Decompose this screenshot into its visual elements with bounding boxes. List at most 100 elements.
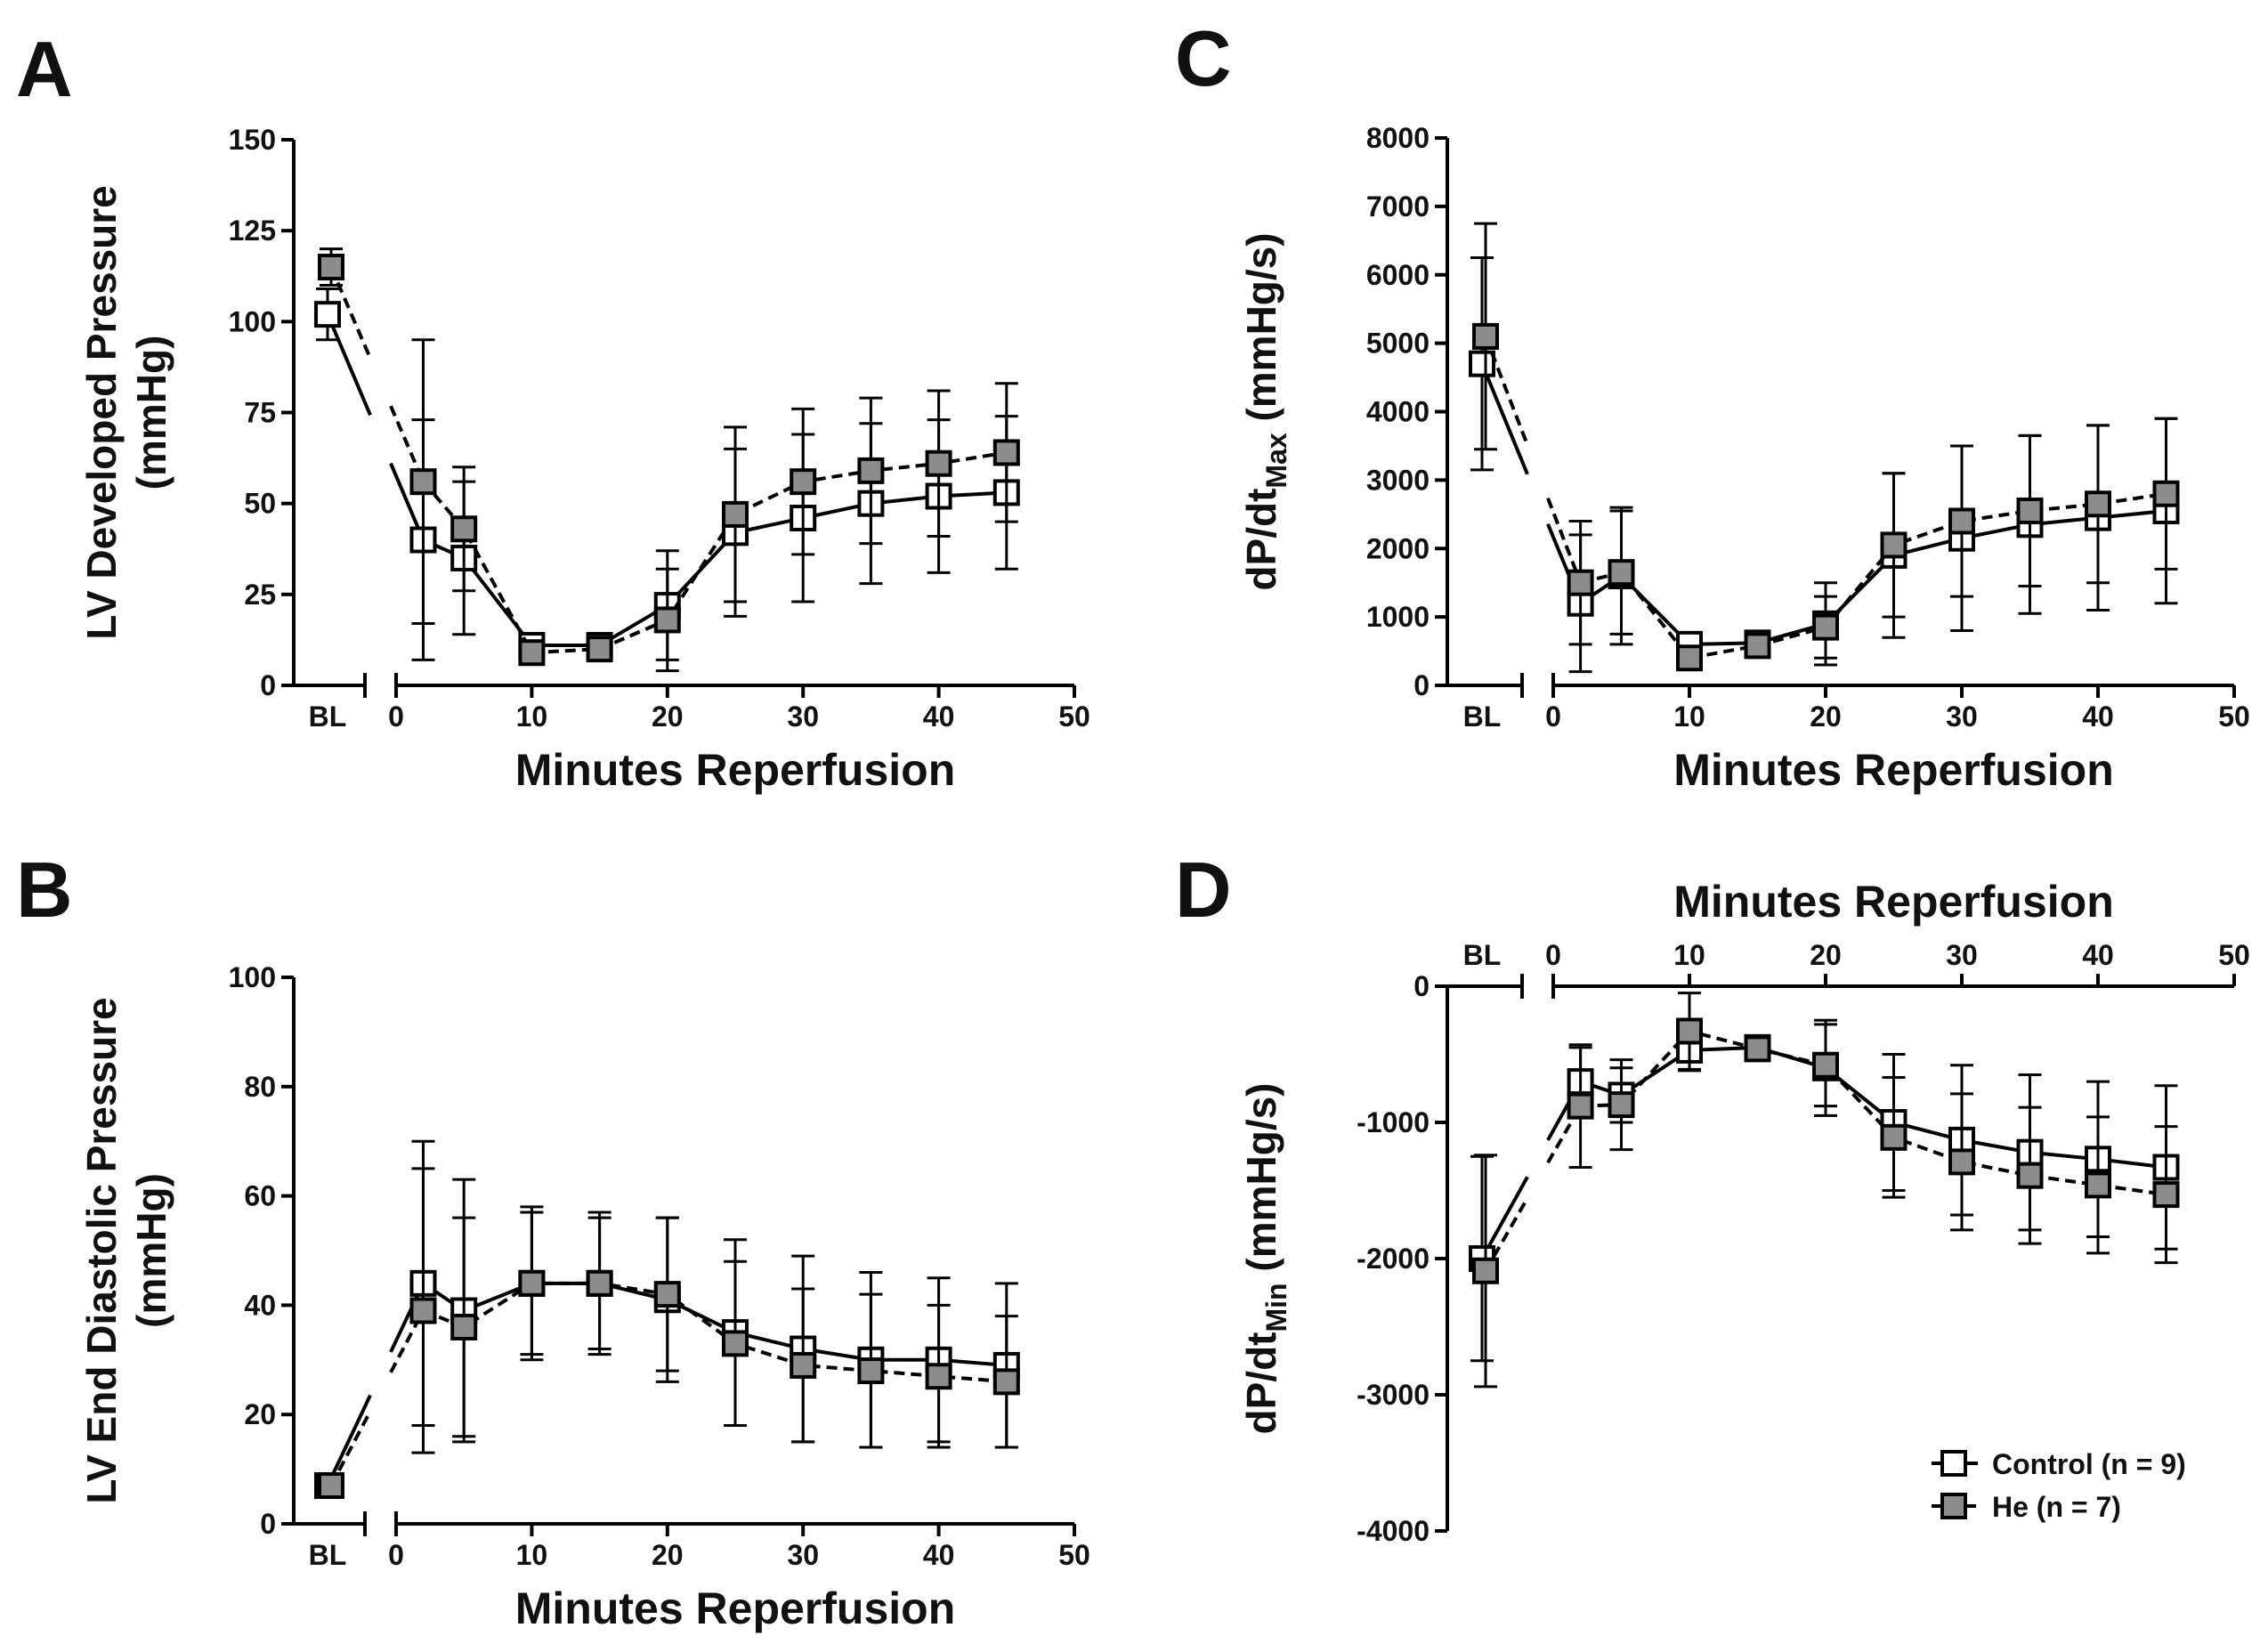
panel-b-xtick-label: 40	[923, 1539, 955, 1571]
panel-b-y-title: LV End Diastolic Pressure(mmHg)	[78, 997, 174, 1503]
panel-a-ytick-label: 25	[244, 579, 276, 611]
panel-c-he-point	[2152, 480, 2180, 507]
panel-d-ytick-label: -3000	[1357, 1379, 1430, 1411]
panel-d-he-bl-connector	[1484, 1197, 1529, 1272]
panel-d-xtick-label: 0	[1545, 939, 1561, 971]
legend-control-marker	[1940, 1450, 1967, 1477]
panel-d-control-line	[1579, 1045, 2167, 1170]
panel-b-he-point	[925, 1363, 952, 1390]
legend-he-marker	[1940, 1493, 1967, 1519]
panel-d-xtick-label: 40	[2082, 939, 2114, 971]
panel-d-xtick-label: 20	[1810, 939, 1842, 971]
panel-d-ytick-label: -1000	[1357, 1106, 1430, 1138]
panel-d-he-point	[1948, 1148, 1975, 1176]
panel-a-ytick-label: 125	[229, 215, 276, 247]
panel-d-he-line	[1580, 1029, 2167, 1197]
panel-b-ytick-label: 40	[244, 1289, 276, 1321]
panel-a-he-point	[409, 468, 437, 496]
panel-a-xtick-label: 10	[516, 700, 548, 733]
panel-c-ytick-label: 6000	[1366, 259, 1430, 291]
panel-a-xtick-label: 40	[923, 700, 955, 733]
panel-b-bl-label: BL	[309, 1539, 347, 1571]
panel-a-bl-label: BL	[309, 700, 347, 733]
panel-d-chart: 0 -1000 -2000 -3000 -4000 BL 0 10 20 30 40 50 Minute…	[1238, 877, 2250, 1547]
panel-b-he-point	[450, 1313, 478, 1340]
panel-d-xtick-label: 50	[2218, 939, 2250, 971]
panel-b-x-title: Minutes Reperfusion	[515, 1583, 955, 1633]
panel-b-control-line	[422, 1281, 1007, 1367]
panel-d-he-point	[1812, 1051, 1839, 1079]
panel-b-ytick-label: 80	[244, 1071, 276, 1103]
panel-c-he-point	[1472, 322, 1499, 350]
panel-b-series-he	[318, 1167, 1020, 1500]
panel-b-xtick-label: 30	[787, 1539, 819, 1571]
panel-b-xtick-label: 0	[388, 1539, 404, 1571]
panel-b-ytick-label: 0	[260, 1508, 276, 1540]
legend: Control (n = 9) He (n = 7)	[1932, 1448, 2186, 1523]
panel-c-x-title: Minutes Reperfusion	[1673, 745, 2113, 795]
panel-c-ytick-label: 4000	[1366, 396, 1430, 428]
panel-d-he-point	[1567, 1092, 1594, 1120]
panel-a-chart: 0 25 50 75 100 125 150 BL 0 10 20 30 40 50 Minutes Rep…	[78, 124, 1090, 795]
panel-letter-c: C	[1175, 14, 1232, 102]
panel-d-he-point	[2016, 1162, 2044, 1189]
panel-b-he-point	[518, 1269, 546, 1297]
panel-a-he-point	[450, 515, 478, 543]
panel-b-he-point	[586, 1269, 613, 1297]
panel-b-xtick-label: 50	[1058, 1539, 1090, 1571]
panel-c-he-point	[1948, 507, 1975, 535]
panel-d-xtick-label: 10	[1673, 939, 1705, 971]
panel-c-ytick-label: 8000	[1366, 122, 1430, 154]
panel-a-he-point	[586, 636, 613, 663]
panel-d-he-point	[1676, 1017, 1703, 1045]
panel-d-y-title: dP/dtMin (mmHg/s)	[1238, 1083, 1292, 1435]
panel-b-ytick-label: 20	[244, 1398, 276, 1430]
panel-c-y-title: dP/dtMax (mmHg/s)	[1238, 232, 1292, 590]
panel-a-he-point	[722, 500, 749, 528]
panel-c-ytick-label: 0	[1413, 669, 1430, 701]
panel-a-he-point	[992, 439, 1020, 466]
panel-c-control-point	[1469, 350, 1495, 377]
panel-c-ytick-label: 2000	[1366, 532, 1430, 564]
panel-c-he-point	[1744, 632, 1771, 660]
panel-c-series-control	[1469, 256, 2180, 674]
panel-c-bl-label: BL	[1463, 700, 1502, 733]
panel-d-he-point	[1608, 1091, 1635, 1119]
panel-a-ytick-label: 100	[229, 305, 276, 337]
panel-b-he-point	[722, 1330, 749, 1357]
legend-entry-he: He (n = 7)	[1932, 1491, 2121, 1523]
panel-c-xtick-label: 0	[1545, 700, 1561, 733]
panel-b-ytick-label: 60	[244, 1180, 276, 1212]
legend-entry-control: Control (n = 9)	[1932, 1448, 2186, 1480]
panel-c-he-bl-connector	[1546, 497, 1583, 584]
panel-c-ytick-label: 1000	[1366, 601, 1430, 633]
panel-b-he-point	[992, 1368, 1020, 1396]
panel-d-xtick-label: 30	[1946, 939, 1978, 971]
panel-a-series-he	[318, 247, 1020, 673]
panel-d-he-point	[1744, 1035, 1771, 1063]
panel-c-control-bl-connector	[1480, 362, 1529, 475]
panel-a-xtick-label: 50	[1058, 700, 1090, 733]
panel-a-xtick-label: 0	[388, 700, 404, 733]
panel-b-he-bl-connector	[329, 1410, 372, 1486]
panel-d-control-bl-connector	[1480, 1176, 1529, 1259]
panel-a-ytick-label: 150	[229, 124, 276, 156]
panel-b-control-bl-connector	[326, 1394, 372, 1486]
panel-a-he-point	[318, 254, 344, 281]
panel-letter-b: B	[16, 846, 73, 934]
panel-d-ytick-label: 0	[1413, 970, 1430, 1002]
panel-c-ytick-label: 7000	[1366, 190, 1430, 223]
panel-c-xtick-label: 40	[2082, 700, 2114, 733]
panel-c-xtick-label: 50	[2218, 700, 2250, 733]
panel-c-he-point	[1812, 613, 1839, 641]
panel-d-he-point	[1472, 1257, 1499, 1284]
panel-c-xtick-label: 30	[1946, 700, 1978, 733]
panel-c-he-point	[1676, 644, 1703, 672]
panel-a-xtick-label: 30	[787, 700, 819, 733]
panel-a-control-line	[422, 490, 1007, 648]
panel-a-y-title: LV Developed Pressure(mmHg)	[78, 185, 174, 639]
panel-c-xtick-label: 10	[1673, 700, 1705, 733]
panel-a-he-point	[653, 606, 681, 634]
panel-d-he-point	[2152, 1181, 2180, 1209]
